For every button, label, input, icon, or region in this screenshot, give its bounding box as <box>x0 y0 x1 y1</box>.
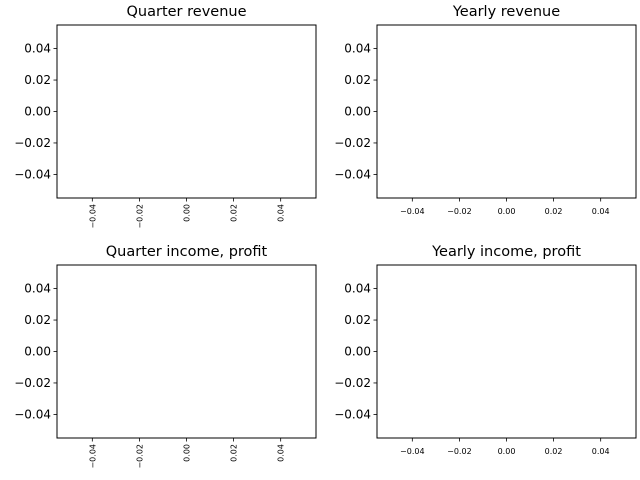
y-tick-label: −0.02 <box>14 376 51 390</box>
chart-title: Quarter income, profit <box>106 244 268 260</box>
x-tick-label: 0.02 <box>545 447 563 456</box>
x-tick-label: −0.04 <box>400 447 425 456</box>
x-tick-label: −0.02 <box>135 444 144 469</box>
chart-title: Yearly income, profit <box>431 244 581 260</box>
y-tick-label: 0.04 <box>344 42 371 56</box>
y-tick-label: 0.00 <box>344 345 371 359</box>
x-tick-label: 0.02 <box>545 207 563 216</box>
y-tick-label: 0.04 <box>24 42 51 56</box>
chart-title: Yearly revenue <box>452 4 560 20</box>
x-tick-label: −0.02 <box>447 207 472 216</box>
y-tick-label: 0.00 <box>344 105 371 119</box>
plot-area-frame <box>376 24 637 199</box>
y-tick-label: −0.04 <box>14 407 51 421</box>
plot-area-frame <box>376 264 637 439</box>
plot-area-frame <box>56 24 317 199</box>
x-tick-label: −0.04 <box>88 204 97 229</box>
y-tick-label: 0.02 <box>344 313 371 327</box>
y-tick-label: 0.04 <box>24 282 51 296</box>
chart-title: Quarter revenue <box>127 4 247 20</box>
y-tick-label: 0.02 <box>24 73 51 87</box>
x-tick-label: 0.04 <box>592 447 610 456</box>
y-tick-label: 0.04 <box>344 282 371 296</box>
y-tick-label: 0.00 <box>24 105 51 119</box>
x-tick-label: 0.00 <box>498 207 516 216</box>
y-tick-label: −0.02 <box>14 136 51 150</box>
x-tick-label: −0.04 <box>88 444 97 469</box>
y-tick-label: 0.00 <box>24 345 51 359</box>
y-tick-label: −0.02 <box>334 136 371 150</box>
x-tick-label: 0.02 <box>230 204 239 222</box>
chart-quarter-income-profit: Quarter income, profit 0.04 0.02 0.00 −0.02… <box>14 244 317 469</box>
x-tick-label: 0.04 <box>592 207 610 216</box>
x-tick-label: −0.04 <box>400 207 425 216</box>
x-tick-label: 0.04 <box>277 204 286 222</box>
x-tick-label: −0.02 <box>135 204 144 229</box>
y-tick-label: −0.04 <box>14 167 51 181</box>
chart-yearly-revenue: Yearly revenue 0.04 0.02 0.00 −0.02 −0.04 −0.… <box>334 4 637 216</box>
y-tick-label: −0.02 <box>334 376 371 390</box>
x-tick-label: 0.00 <box>498 447 516 456</box>
x-tick-label: −0.02 <box>447 447 472 456</box>
x-tick-label: 0.04 <box>277 444 286 462</box>
y-tick-label: 0.02 <box>344 73 371 87</box>
x-tick-label: 0.00 <box>183 444 192 462</box>
y-tick-label: −0.04 <box>334 407 371 421</box>
chart-quarter-revenue: Quarter revenue 0.04 0.02 0.00 −0.02 −0.04 −0… <box>14 4 317 229</box>
x-tick-label: 0.00 <box>183 204 192 222</box>
chart-yearly-income-profit: Yearly income, profit 0.04 0.02 0.00 −0.02 −… <box>334 244 637 456</box>
plot-area-frame <box>56 264 317 439</box>
x-tick-label: 0.02 <box>230 444 239 462</box>
y-tick-label: 0.02 <box>24 313 51 327</box>
y-tick-label: −0.04 <box>334 167 371 181</box>
